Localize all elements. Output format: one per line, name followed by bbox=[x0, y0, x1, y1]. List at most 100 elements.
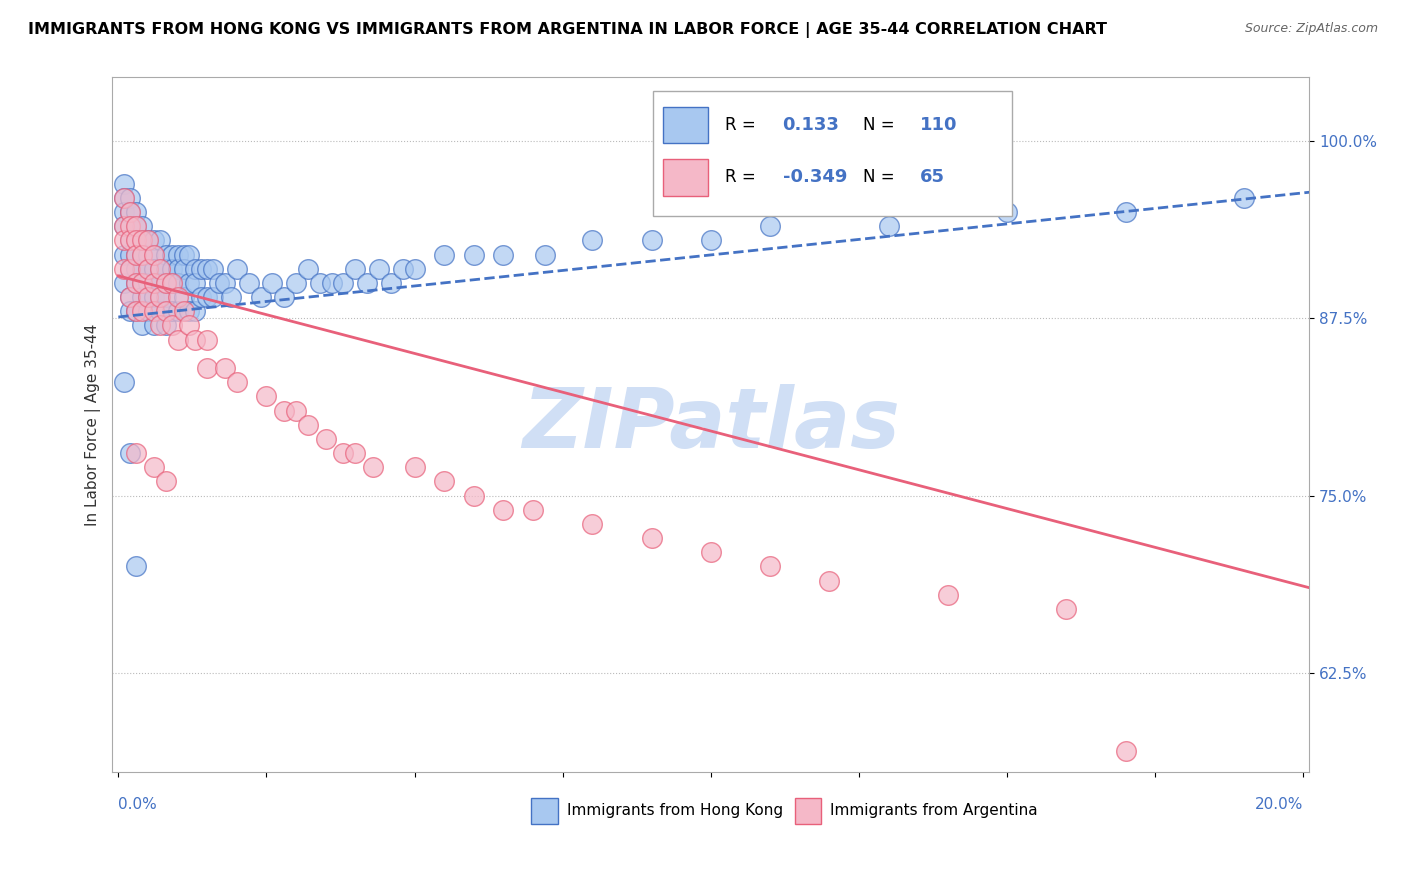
Point bbox=[112, 247, 135, 261]
Point bbox=[149, 234, 172, 248]
Point bbox=[120, 290, 142, 304]
Point bbox=[356, 276, 378, 290]
Point bbox=[285, 403, 308, 417]
Point bbox=[149, 318, 172, 333]
Point bbox=[136, 234, 159, 248]
Point bbox=[195, 290, 218, 304]
Point bbox=[149, 304, 172, 318]
Text: 20.0%: 20.0% bbox=[1256, 797, 1303, 813]
Point bbox=[640, 531, 662, 545]
Point bbox=[463, 247, 485, 261]
Point bbox=[149, 290, 172, 304]
Point bbox=[120, 234, 142, 248]
Point bbox=[160, 276, 183, 290]
Point bbox=[166, 261, 188, 276]
Point bbox=[142, 276, 165, 290]
Point bbox=[179, 247, 201, 261]
Point bbox=[142, 247, 165, 261]
Point bbox=[344, 261, 367, 276]
Point bbox=[534, 247, 557, 261]
Point bbox=[160, 261, 183, 276]
Text: N =: N = bbox=[863, 169, 900, 186]
Text: R =: R = bbox=[725, 169, 761, 186]
Point bbox=[214, 361, 236, 376]
Point bbox=[249, 290, 271, 304]
Point bbox=[131, 247, 153, 261]
Point bbox=[125, 304, 148, 318]
Point bbox=[142, 276, 165, 290]
Point bbox=[184, 276, 207, 290]
Point bbox=[136, 247, 159, 261]
Point bbox=[125, 234, 148, 248]
Point bbox=[149, 276, 172, 290]
Point bbox=[155, 290, 177, 304]
Point bbox=[120, 304, 142, 318]
Point bbox=[120, 234, 142, 248]
Point bbox=[404, 261, 426, 276]
Point bbox=[433, 247, 456, 261]
Point bbox=[1115, 744, 1137, 758]
Point bbox=[173, 261, 195, 276]
Point bbox=[368, 261, 391, 276]
Point bbox=[225, 261, 247, 276]
Point bbox=[125, 559, 148, 574]
Point bbox=[112, 219, 135, 234]
Point bbox=[125, 276, 148, 290]
Point bbox=[179, 318, 201, 333]
Point bbox=[404, 460, 426, 475]
Point bbox=[131, 276, 153, 290]
Point bbox=[112, 177, 135, 191]
Point bbox=[179, 304, 201, 318]
Text: Immigrants from Argentina: Immigrants from Argentina bbox=[831, 804, 1038, 818]
Point bbox=[131, 234, 153, 248]
Point bbox=[120, 219, 142, 234]
Point bbox=[225, 375, 247, 389]
Point bbox=[120, 290, 142, 304]
Point bbox=[332, 276, 354, 290]
Point bbox=[112, 205, 135, 219]
Point bbox=[120, 247, 142, 261]
Point bbox=[112, 191, 135, 205]
Point bbox=[112, 219, 135, 234]
Point bbox=[131, 304, 153, 318]
Point bbox=[522, 502, 544, 516]
Point bbox=[120, 205, 142, 219]
Point bbox=[581, 234, 603, 248]
Text: -0.349: -0.349 bbox=[783, 169, 846, 186]
Point bbox=[142, 318, 165, 333]
Point bbox=[173, 290, 195, 304]
Point bbox=[184, 304, 207, 318]
Point bbox=[166, 276, 188, 290]
Point bbox=[995, 205, 1018, 219]
Point bbox=[195, 333, 218, 347]
Point bbox=[391, 261, 413, 276]
Point bbox=[214, 276, 236, 290]
Point bbox=[125, 234, 148, 248]
Point bbox=[262, 276, 284, 290]
Point bbox=[285, 276, 308, 290]
FancyBboxPatch shape bbox=[664, 160, 709, 195]
Point bbox=[120, 261, 142, 276]
Point bbox=[120, 446, 142, 460]
Point bbox=[195, 361, 218, 376]
Point bbox=[142, 261, 165, 276]
Point bbox=[759, 219, 782, 234]
Point bbox=[166, 290, 188, 304]
Point bbox=[332, 446, 354, 460]
Point bbox=[131, 290, 153, 304]
Point bbox=[1054, 602, 1077, 616]
Point bbox=[120, 205, 142, 219]
Text: ZIPatlas: ZIPatlas bbox=[522, 384, 900, 466]
Point bbox=[155, 304, 177, 318]
Text: 0.133: 0.133 bbox=[783, 116, 839, 135]
Point bbox=[700, 545, 723, 559]
Point bbox=[142, 247, 165, 261]
Point bbox=[463, 489, 485, 503]
Point bbox=[125, 219, 148, 234]
Point bbox=[131, 234, 153, 248]
Point bbox=[297, 417, 319, 432]
Point bbox=[136, 234, 159, 248]
Point bbox=[149, 261, 172, 276]
Point bbox=[142, 304, 165, 318]
Point bbox=[160, 247, 183, 261]
